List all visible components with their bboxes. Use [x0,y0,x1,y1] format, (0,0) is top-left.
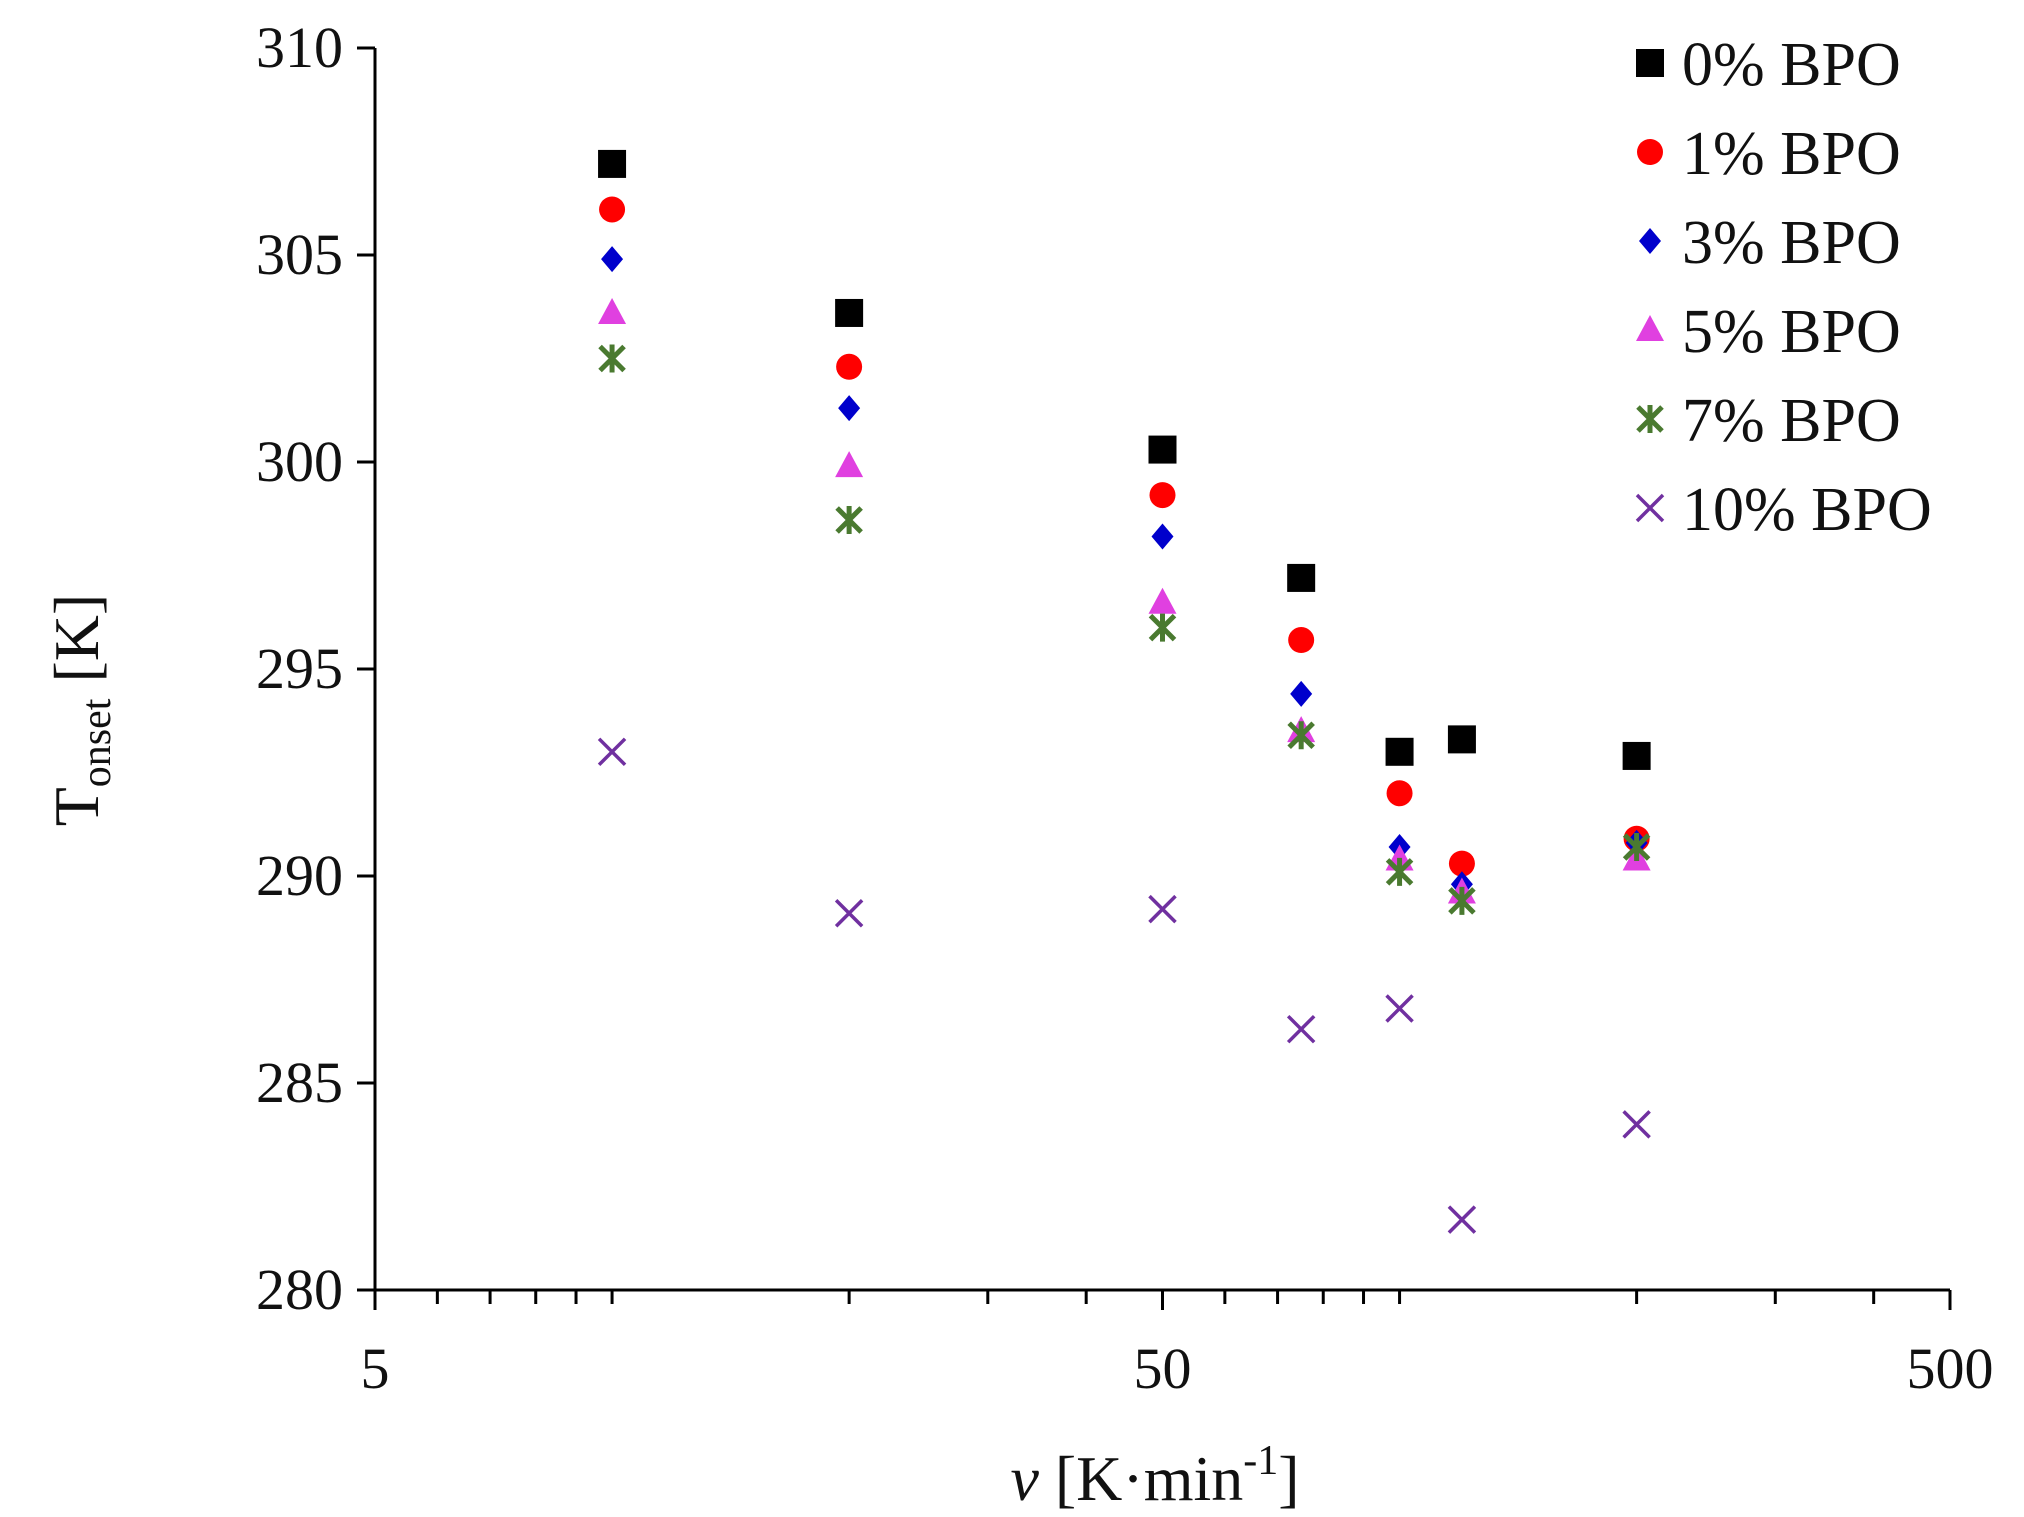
x-tick-label: 50 [1134,1336,1192,1401]
legend-marker [1635,493,1665,523]
series-0 [598,149,1651,770]
y-label-end: [K] [41,594,112,699]
data-point [1148,435,1177,464]
data-point [1385,737,1414,766]
series-2 [601,246,1648,898]
y-label-sub: onset [74,698,120,787]
data-point [835,298,864,327]
data-point [599,196,626,223]
legend-label: 3% BPO [1682,209,1901,277]
data-point [1151,523,1174,550]
legend-marker [1639,228,1661,254]
data-point [1148,894,1177,924]
x-label-italic: v [1010,1443,1039,1514]
legend-marker [1636,315,1664,341]
data-point [1447,1205,1477,1234]
data-point [1448,850,1475,877]
legend-marker [1637,139,1663,165]
x-tick-label: 500 [1907,1336,1994,1401]
data-point [1386,780,1413,807]
y-tick-label: 290 [256,843,343,908]
data-point [1385,994,1414,1023]
y-tick-label: 295 [256,636,343,701]
data-point [1385,857,1414,886]
data-point [598,297,627,324]
x-label-sup: -1 [1243,1438,1278,1484]
legend: 0% BPO 1% BPO 3% BPO 5% BPO 7% BPO 10% BPO [1635,31,1932,544]
data-point [835,505,863,534]
series-4 [598,344,1651,915]
y-tick-label: 285 [256,1050,343,1115]
axes: 280 285 290 295 300 305 310 5 50 500 [256,15,1994,1401]
y-tick-label: 305 [256,222,343,287]
series-1 [599,196,1650,877]
data-point [1148,587,1177,614]
legend-label: 0% BPO [1682,31,1901,99]
data-point [1622,833,1651,862]
legend-label: 10% BPO [1682,476,1932,544]
y-tick-label: 280 [256,1257,343,1322]
data-point [1288,627,1315,654]
x-tick-label: 5 [361,1336,390,1401]
data-point [1148,613,1177,642]
data-point [1149,482,1176,509]
x-axis-label: v [K·min-1] [1010,1438,1299,1514]
y-label-main: T [41,787,112,826]
data-point [835,451,864,478]
data-point [1447,725,1476,754]
y-tick-label: 310 [256,15,343,80]
data-point [1286,1014,1316,1044]
data-point [1290,680,1313,707]
y-tick-label: 300 [256,429,343,494]
series-3 [598,297,1651,904]
data-marks [597,149,1651,1234]
data-point [838,395,861,422]
data-point [834,899,864,928]
y-axis-label: Tonset [K] [41,594,120,827]
data-point [1622,741,1651,770]
data-point [1622,1110,1651,1139]
x-label-end: ] [1278,1443,1299,1514]
data-point [1448,886,1476,915]
legend-marker [1636,405,1664,433]
data-point [1287,721,1315,750]
data-point [598,344,626,373]
data-point [601,246,624,273]
data-point [1287,563,1316,592]
data-point [598,149,627,178]
data-point [836,353,863,380]
legend-label: 1% BPO [1682,120,1901,188]
x-label-main: [K·min [1039,1443,1243,1514]
legend-label: 7% BPO [1682,387,1901,455]
series-5 [597,737,1651,1234]
legend-label: 5% BPO [1682,298,1901,366]
legend-marker [1636,49,1664,77]
data-point [597,737,627,767]
